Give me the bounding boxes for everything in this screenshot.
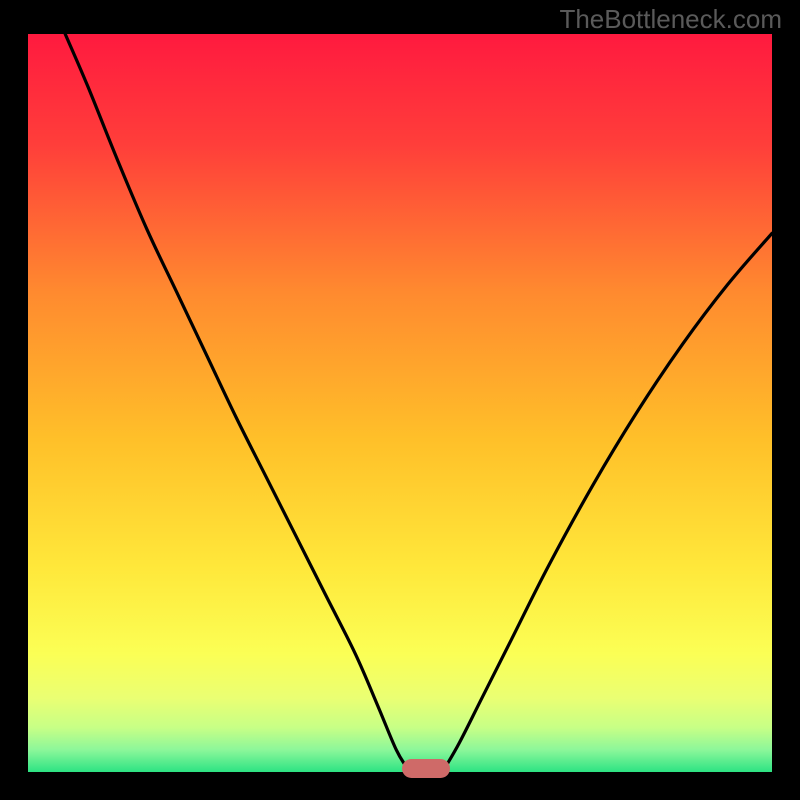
watermark-text: TheBottleneck.com	[559, 4, 782, 35]
bottleneck-curve	[28, 34, 772, 772]
plot-area	[28, 34, 772, 772]
optimal-marker	[402, 759, 450, 778]
